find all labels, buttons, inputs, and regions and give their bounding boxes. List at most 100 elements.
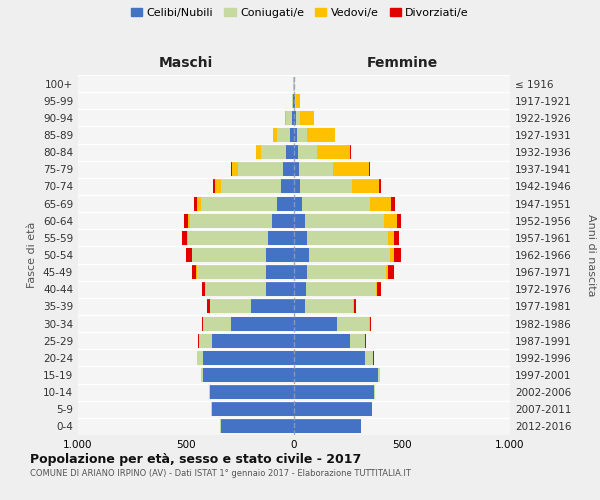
Bar (294, 214, 397, 228)
Bar (201, 368, 294, 382)
Bar (294, 385, 375, 399)
Y-axis label: Anni di nascita: Anni di nascita (586, 214, 596, 296)
Bar (266, 282, 294, 296)
Bar (294, 368, 380, 382)
Bar (184, 214, 294, 228)
Bar (294, 300, 356, 314)
Bar (221, 180, 294, 194)
Bar (238, 162, 294, 176)
Bar (294, 282, 376, 296)
Bar (294, 196, 395, 210)
Bar (266, 265, 294, 279)
Bar (294, 180, 301, 194)
Bar (294, 128, 297, 142)
Bar (277, 128, 294, 142)
Bar (209, 385, 294, 399)
Bar (231, 162, 294, 176)
Bar (294, 145, 298, 159)
Bar (294, 196, 391, 210)
Bar (294, 334, 350, 347)
Bar (294, 111, 296, 125)
Bar (294, 196, 302, 210)
Bar (294, 402, 373, 416)
Bar (294, 248, 401, 262)
Bar (294, 334, 365, 347)
Bar (210, 385, 294, 399)
Bar (199, 334, 294, 347)
Bar (294, 351, 365, 365)
Bar (294, 76, 295, 90)
Bar (212, 334, 294, 347)
Bar (256, 145, 294, 159)
Bar (294, 94, 299, 108)
Bar (232, 316, 294, 330)
Bar (202, 282, 294, 296)
Bar (212, 402, 294, 416)
Bar (209, 385, 294, 399)
Bar (220, 420, 294, 434)
Bar (187, 231, 294, 245)
Bar (188, 214, 294, 228)
Bar (213, 180, 294, 194)
Bar (251, 300, 294, 314)
Bar (294, 265, 386, 279)
Bar (294, 316, 371, 330)
Bar (294, 180, 382, 194)
Bar (294, 231, 394, 245)
Bar (210, 300, 294, 314)
Bar (294, 248, 394, 262)
Bar (294, 385, 374, 399)
Bar (201, 368, 294, 382)
Bar (202, 316, 294, 330)
Bar (294, 265, 394, 279)
Text: Femmine: Femmine (367, 56, 437, 70)
Bar (294, 214, 305, 228)
Bar (186, 248, 294, 262)
Bar (197, 351, 294, 365)
Bar (294, 265, 388, 279)
Bar (294, 76, 295, 90)
Bar (294, 334, 365, 347)
Bar (286, 111, 294, 125)
Bar (294, 128, 307, 142)
Bar (286, 111, 294, 125)
Bar (272, 214, 294, 228)
Text: Maschi: Maschi (159, 56, 213, 70)
Bar (211, 402, 294, 416)
Bar (294, 316, 369, 330)
Bar (294, 282, 377, 296)
Bar (294, 214, 401, 228)
Bar (292, 94, 294, 108)
Bar (294, 248, 390, 262)
Bar (294, 351, 373, 365)
Bar (294, 94, 299, 108)
Bar (294, 162, 368, 176)
Bar (294, 420, 361, 434)
Bar (199, 334, 294, 347)
Bar (294, 316, 370, 330)
Bar (294, 162, 370, 176)
Bar (215, 180, 294, 194)
Bar (197, 351, 294, 365)
Bar (294, 214, 383, 228)
Bar (294, 128, 335, 142)
Bar (256, 145, 294, 159)
Bar (260, 145, 294, 159)
Text: Popolazione per età, sesso e stato civile - 2017: Popolazione per età, sesso e stato civil… (30, 452, 361, 466)
Bar (292, 94, 294, 108)
Bar (266, 248, 294, 262)
Bar (294, 111, 314, 125)
Bar (205, 282, 294, 296)
Bar (193, 248, 294, 262)
Bar (294, 128, 335, 142)
Bar (294, 111, 314, 125)
Bar (294, 351, 374, 365)
Bar (190, 214, 294, 228)
Bar (203, 316, 294, 330)
Bar (294, 265, 307, 279)
Bar (203, 351, 294, 365)
Bar (197, 196, 294, 210)
Bar (232, 162, 294, 176)
Bar (201, 368, 294, 382)
Bar (294, 196, 370, 210)
